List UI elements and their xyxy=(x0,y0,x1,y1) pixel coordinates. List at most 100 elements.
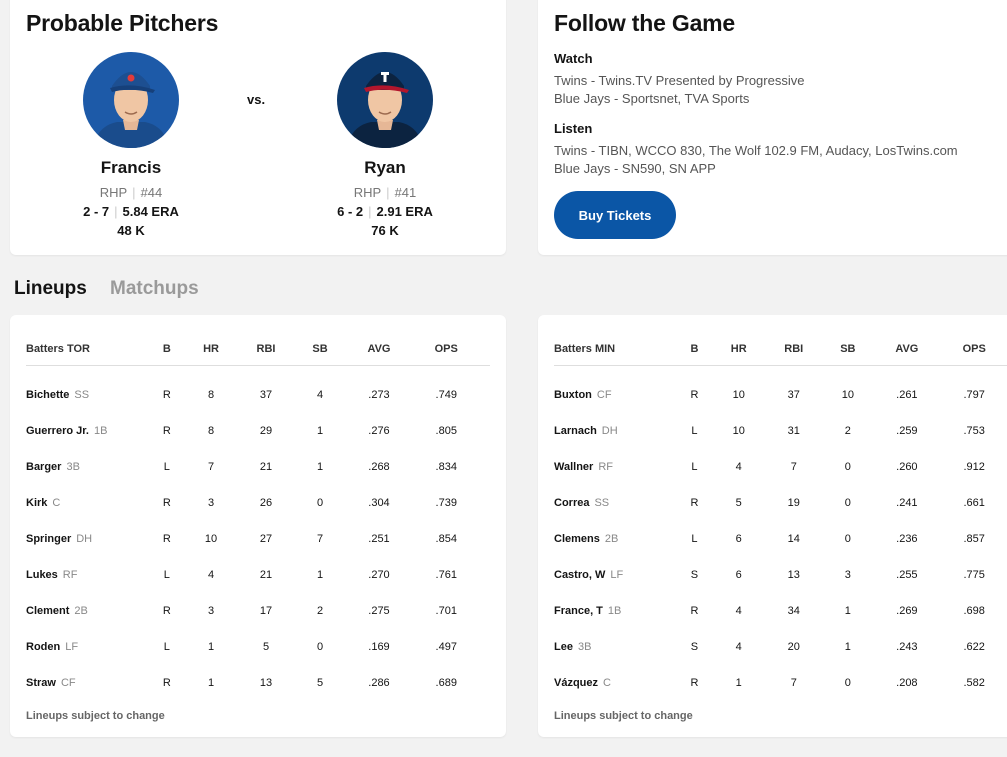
stat-sb-cell: 1 xyxy=(844,641,851,653)
batter-cell: Straw CF xyxy=(26,665,159,701)
lineup-note-tor: Lineups subject to change xyxy=(26,710,165,722)
batter-cell: Clemens 2B xyxy=(554,521,687,557)
stat-hr-cell: 1 xyxy=(207,677,215,689)
stat-ops-cell: .761 xyxy=(435,569,457,581)
table-row: Lee 3B S 4 20 1 .243 .622 xyxy=(554,629,1007,665)
stat-sb-cell: 0 xyxy=(844,497,851,509)
stat-rbi-cell: 19 xyxy=(787,497,800,509)
batter-name-link[interactable]: Clemens xyxy=(554,533,600,545)
batter-position: C xyxy=(52,497,61,509)
stat-avg-cell: .241 xyxy=(896,497,918,509)
stat-hr-cell: 8 xyxy=(207,425,215,437)
away-pitcher[interactable]: Francis RHP | #44 2 - 7 | 5.84 ERA 48 K xyxy=(51,52,211,238)
home-pitcher-era: 2.91 ERA xyxy=(376,204,433,219)
stat-ops-cell: .775 xyxy=(963,569,985,581)
stat-hr-cell: 4 xyxy=(207,569,215,581)
stat-b-cell: L xyxy=(163,641,170,653)
stat-hr-cell: 6 xyxy=(735,533,742,545)
batter-cell: Barger 3B xyxy=(26,449,159,485)
batter-name-link[interactable]: Barger xyxy=(26,461,62,473)
batter-name-link[interactable]: Kirk xyxy=(26,497,48,509)
batter-name-link[interactable]: Correa xyxy=(554,497,590,509)
stat-sb-cell: 0 xyxy=(844,533,851,545)
stat-rbi-cell: 14 xyxy=(787,533,800,545)
col-rbi-header: RBI xyxy=(775,333,813,366)
stat-hr-cell: 1 xyxy=(735,677,742,689)
stat-b-cell: S xyxy=(690,641,699,653)
batter-name-link[interactable]: Bichette xyxy=(26,389,70,402)
stat-sb-cell: 1 xyxy=(316,425,324,437)
batter-position: CF xyxy=(596,389,612,402)
stat-sb-cell: 1 xyxy=(316,461,324,473)
away-pitcher-avatar[interactable] xyxy=(83,52,179,148)
home-pitcher-meta: RHP | #41 xyxy=(305,185,465,200)
table-row: Clement 2B R 3 17 2 .275 .701 xyxy=(26,593,490,629)
batter-position: 1B xyxy=(607,605,622,617)
stat-rbi-cell: 31 xyxy=(787,425,800,437)
batter-name-link[interactable]: Straw xyxy=(26,677,56,689)
stat-sb-cell: 7 xyxy=(316,533,324,545)
lineup-header-row: Batters TOR B HR RBI SB AVG OPS xyxy=(26,333,490,366)
listen-heading: Listen xyxy=(554,121,593,136)
stat-sb-cell: 0 xyxy=(316,497,324,509)
batter-name-link[interactable]: Roden xyxy=(26,641,61,653)
stat-rbi-cell: 7 xyxy=(790,677,797,689)
batter-position: RF xyxy=(62,569,78,581)
away-pitcher-throws: RHP xyxy=(99,185,128,200)
col-ops-header: OPS xyxy=(930,333,1007,366)
stat-rbi-cell: 13 xyxy=(259,677,273,689)
batter-cell: Castro, W LF xyxy=(554,557,687,593)
stat-ops-cell: .661 xyxy=(963,497,985,509)
lineup-header-row: Batters MIN B HR RBI SB AVG OPS xyxy=(554,333,1007,366)
batter-name-link[interactable]: Springer xyxy=(26,533,72,545)
batters-column-header: Batters TOR xyxy=(26,333,159,366)
batters-column-header: Batters MIN xyxy=(554,333,687,366)
away-pitcher-era: 5.84 ERA xyxy=(122,204,179,219)
stat-ops-cell: .854 xyxy=(435,533,457,545)
batter-name-link[interactable]: Guerrero Jr. xyxy=(26,425,89,437)
stat-hr-cell: 4 xyxy=(735,605,742,617)
batter-position: RF xyxy=(598,461,613,473)
stat-rbi-cell: 37 xyxy=(787,389,800,402)
batter-name-link[interactable]: Vázquez xyxy=(554,677,599,689)
stat-hr-cell: 4 xyxy=(735,641,742,653)
tab-lineups[interactable]: Lineups xyxy=(14,278,87,299)
stat-rbi-cell: 7 xyxy=(790,461,797,473)
separator: | xyxy=(368,204,372,219)
batter-cell: Correa SS xyxy=(554,485,687,521)
stat-ops-cell: .749 xyxy=(435,389,457,402)
watch-heading: Watch xyxy=(554,51,593,66)
home-pitcher-record-line: 6 - 2 | 2.91 ERA xyxy=(305,204,465,219)
home-pitcher-name[interactable]: Ryan xyxy=(364,158,406,177)
batter-name-link[interactable]: Lukes xyxy=(26,569,58,581)
stat-avg-cell: .286 xyxy=(368,677,390,689)
stat-b-cell: R xyxy=(162,533,171,545)
col-avg-header: AVG xyxy=(883,333,931,366)
buy-tickets-button[interactable]: Buy Tickets xyxy=(554,191,676,239)
home-pitcher[interactable]: Ryan RHP | #41 6 - 2 | 2.91 ERA 76 K xyxy=(305,52,465,238)
stat-avg-cell: .255 xyxy=(896,569,918,581)
home-pitcher-throws: RHP xyxy=(353,185,382,200)
batter-name-link[interactable]: Castro, W xyxy=(554,569,606,581)
stat-sb-cell: 0 xyxy=(316,641,324,653)
away-pitcher-name[interactable]: Francis xyxy=(100,158,162,177)
stat-ops-cell: .739 xyxy=(435,497,457,509)
batter-name-link[interactable]: Larnach xyxy=(554,425,597,437)
stat-ops-cell: .497 xyxy=(435,641,457,653)
batter-name-link[interactable]: Lee xyxy=(554,641,573,653)
away-pitcher-record: 2 - 7 xyxy=(83,204,110,219)
tab-matchups[interactable]: Matchups xyxy=(110,278,199,299)
home-pitcher-avatar[interactable] xyxy=(337,52,433,148)
batter-cell: Roden LF xyxy=(26,629,159,665)
batter-cell: Vázquez C xyxy=(554,665,687,701)
batter-name-link[interactable]: France, T xyxy=(554,605,603,617)
batter-position: SS xyxy=(74,389,90,402)
stat-rbi-cell: 34 xyxy=(787,605,800,617)
table-row: Kirk C R 3 26 0 .304 .739 xyxy=(26,485,490,521)
watch-twins-line: Twins - Twins.TV Presented by Progressiv… xyxy=(554,73,805,88)
table-row: Bichette SS R 8 37 4 .273 .749 xyxy=(26,365,490,413)
table-row: Roden LF L 1 5 0 .169 .497 xyxy=(26,629,490,665)
batter-name-link[interactable]: Clement xyxy=(26,605,70,617)
batter-name-link[interactable]: Buxton xyxy=(554,389,592,402)
batter-name-link[interactable]: Wallner xyxy=(554,461,594,473)
